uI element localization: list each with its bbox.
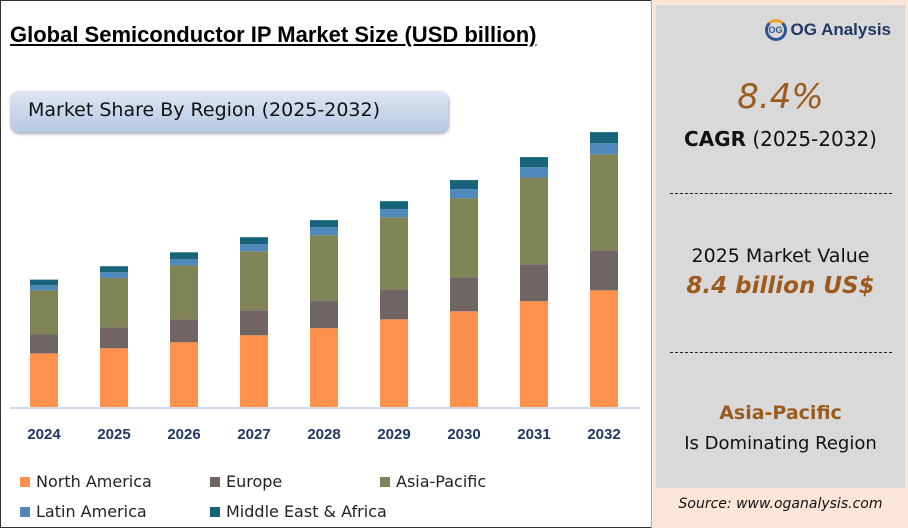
bar-middle-east-africa-2030: [450, 180, 478, 190]
bar-latin-america-2028: [310, 227, 338, 236]
cagr-value: 8.4%: [737, 77, 824, 117]
market-value: 8.4 billion US$: [686, 273, 875, 299]
bar-latin-america-2024: [30, 285, 58, 291]
x-tick-label: 2027: [237, 426, 270, 443]
dominating-region: Asia-Pacific: [719, 402, 842, 424]
dominating-region-label: Is Dominating Region: [684, 433, 877, 454]
bar-asia-pacific-2027: [240, 251, 268, 311]
x-tick-label: 2026: [167, 426, 200, 443]
x-tick-label: 2028: [307, 426, 340, 443]
bar-europe-2025: [100, 327, 128, 349]
bar-asia-pacific-2031: [520, 177, 548, 265]
legend-item: North America: [20, 472, 152, 491]
legend-swatch: [380, 476, 390, 487]
bar-north-america-2024: [30, 353, 58, 407]
bar-middle-east-africa-2025: [100, 266, 128, 273]
bar-middle-east-africa-2027: [240, 237, 268, 245]
legend-label: Europe: [226, 472, 283, 491]
bar-middle-east-africa-2032: [590, 132, 618, 144]
bar-asia-pacific-2024: [30, 290, 58, 335]
bar-asia-pacific-2028: [310, 235, 338, 301]
bar-latin-america-2029: [380, 209, 408, 218]
bar-latin-america-2030: [450, 189, 478, 199]
legend-item: Latin America: [20, 502, 147, 521]
x-tick-label: 2030: [447, 426, 480, 443]
bar-latin-america-2027: [240, 244, 268, 252]
legend-item: Europe: [210, 472, 282, 491]
x-tick-label: 2032: [587, 426, 620, 443]
og-analysis-logo: OG OG Analysis: [764, 19, 891, 41]
legend-swatch: [20, 476, 30, 487]
x-tick-label: 2024: [27, 426, 61, 443]
bar-north-america-2031: [520, 301, 548, 407]
bar-europe-2024: [30, 334, 58, 354]
legend-item: Middle East & Africa: [210, 502, 387, 521]
x-tick-label: 2029: [377, 426, 410, 443]
bar-europe-2028: [310, 300, 338, 329]
bar-latin-america-2026: [170, 259, 198, 266]
divider: [670, 193, 892, 194]
divider: [670, 352, 892, 353]
legend-swatch: [20, 506, 30, 517]
chart-title: Global Semiconductor IP Market Size (USD…: [10, 22, 537, 47]
bar-asia-pacific-2029: [380, 217, 408, 290]
bar-north-america-2027: [240, 335, 268, 407]
summary-panel: OG OG Analysis 8.4% CAGR (2025-2032) 2025…: [651, 0, 908, 528]
bar-europe-2029: [380, 289, 408, 320]
chart-subtitle: Market Share By Region (2025-2032): [10, 91, 448, 132]
bar-north-america-2028: [310, 328, 338, 407]
bar-north-america-2026: [170, 342, 198, 407]
source-text: Source: www.oganalysis.com: [678, 496, 883, 512]
bar-europe-2032: [590, 250, 618, 291]
bar-latin-america-2031: [520, 167, 548, 178]
bar-middle-east-africa-2031: [520, 157, 548, 168]
x-tick-label: 2025: [97, 426, 130, 443]
bar-europe-2026: [170, 319, 198, 343]
bar-north-america-2025: [100, 348, 128, 407]
legend-item: Asia-Pacific: [380, 472, 486, 491]
legend-label: Asia-Pacific: [396, 472, 487, 491]
bar-north-america-2029: [380, 319, 408, 407]
bar-latin-america-2025: [100, 272, 128, 278]
legend-label: Middle East & Africa: [226, 502, 387, 521]
legend-swatch: [210, 476, 220, 487]
market-value-label: 2025 Market Value: [691, 245, 870, 267]
bar-asia-pacific-2032: [590, 154, 618, 251]
legend-label: North America: [36, 472, 152, 491]
bar-middle-east-africa-2028: [310, 220, 338, 228]
bar-asia-pacific-2025: [100, 277, 128, 328]
legend-swatch: [210, 506, 220, 517]
logo-mark-icon: OG: [764, 19, 787, 41]
stacked-bar-chart: 2024 2025 2026 2027 2028 2029 2030 2031 2032: [10, 132, 640, 443]
bar-asia-pacific-2030: [450, 198, 478, 278]
bar-north-america-2032: [590, 290, 618, 407]
bar-middle-east-africa-2026: [170, 252, 198, 260]
bar-north-america-2030: [450, 311, 478, 407]
bar-europe-2031: [520, 264, 548, 302]
bar-middle-east-africa-2029: [380, 201, 408, 210]
bar-europe-2027: [240, 310, 268, 336]
bar-europe-2030: [450, 277, 478, 312]
legend-label: Latin America: [36, 502, 147, 521]
x-tick-label: 2031: [517, 426, 550, 443]
bar-middle-east-africa-2024: [30, 279, 58, 286]
cagr-label: CAGR (2025-2032): [684, 127, 877, 151]
bar-latin-america-2032: [590, 143, 618, 155]
bar-asia-pacific-2026: [170, 265, 198, 320]
